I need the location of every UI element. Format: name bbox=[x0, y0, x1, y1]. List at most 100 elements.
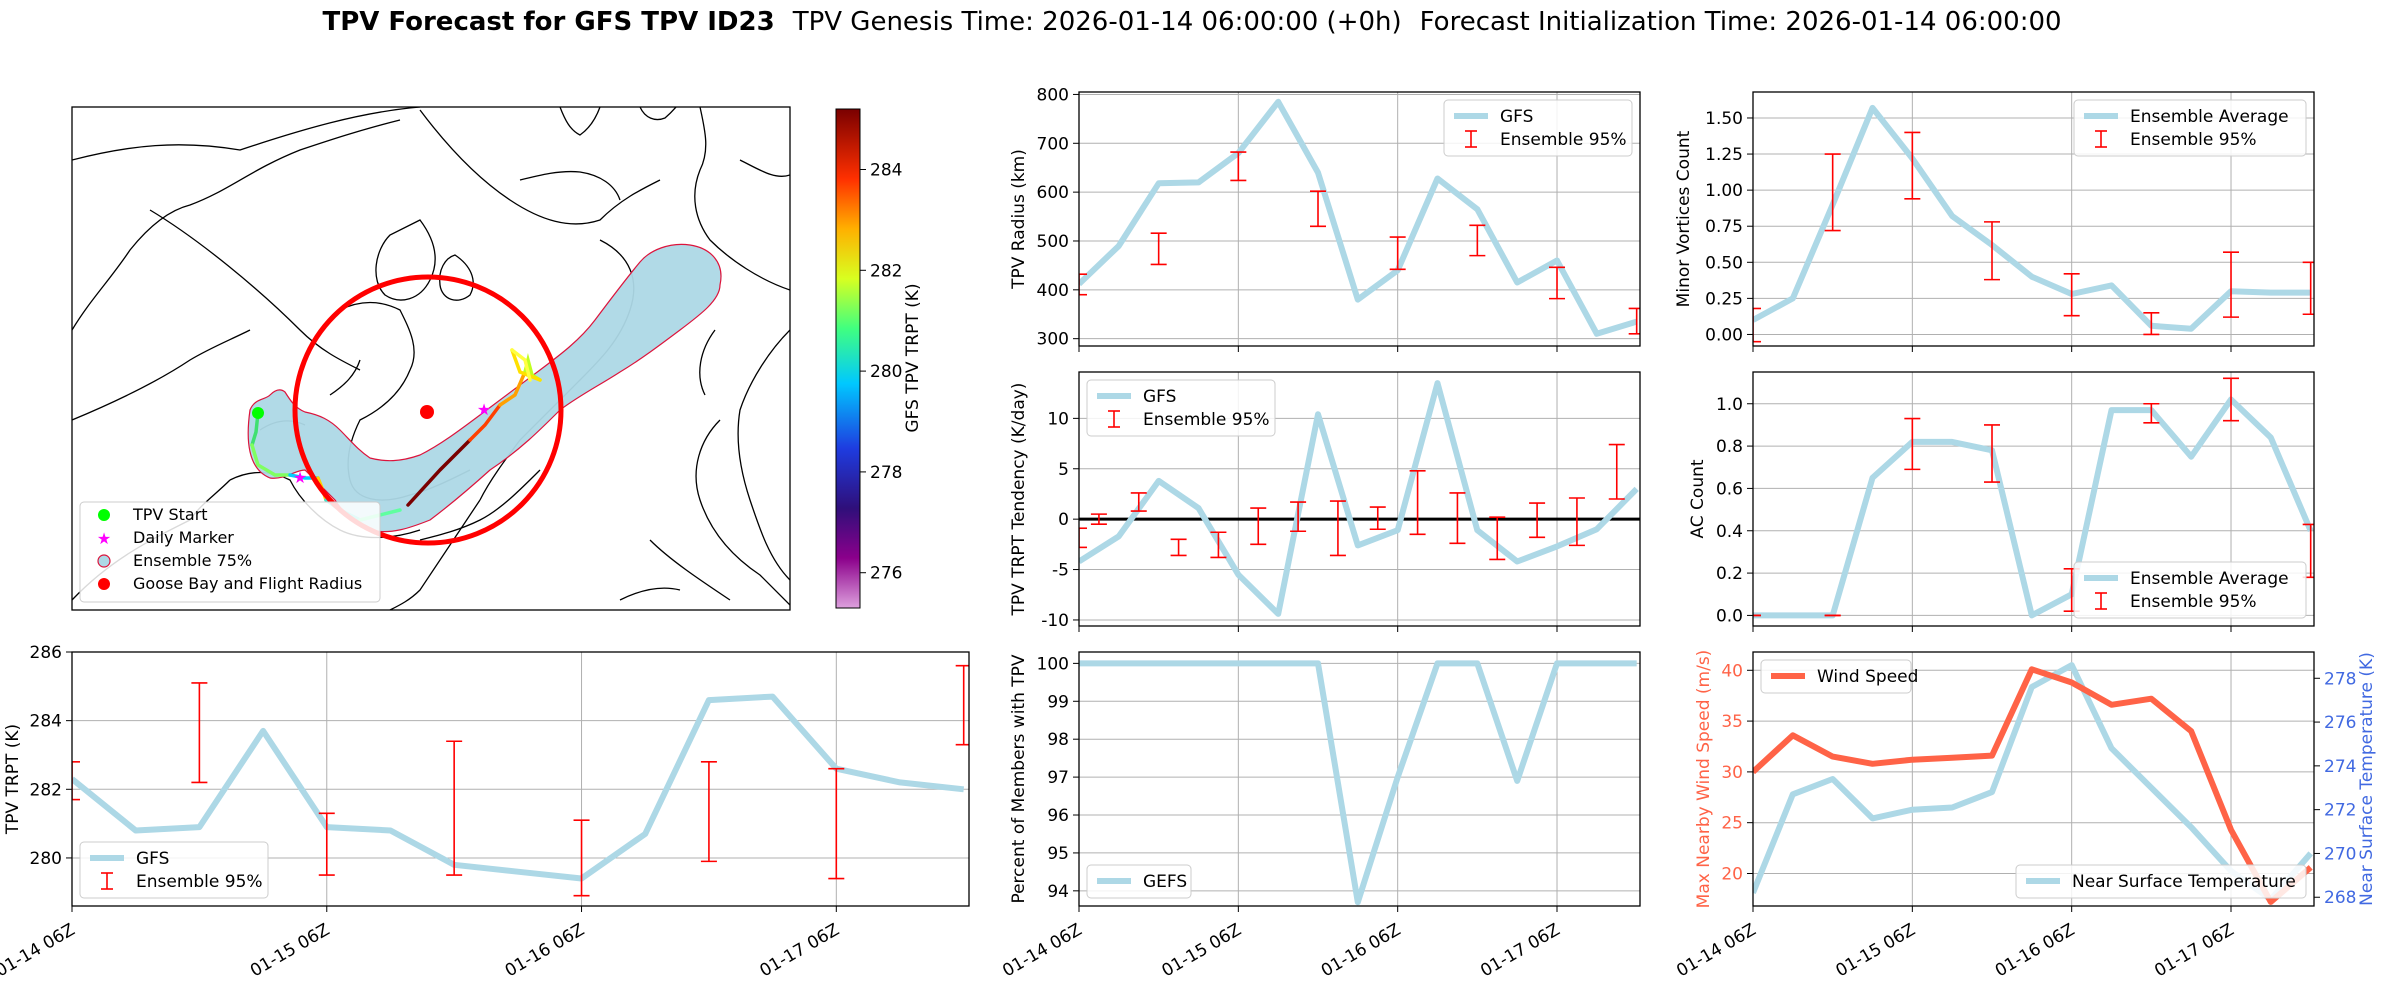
figure-title: TPV Forecast for GFS TPV ID23 TPV Genesis… bbox=[322, 7, 2061, 37]
ytick-label: 600 bbox=[1037, 183, 1069, 203]
errorbar bbox=[1310, 190, 1327, 228]
minor-ylabel: Minor Vortices Count bbox=[1674, 130, 1694, 307]
ytick-label: 0.0 bbox=[1716, 606, 1743, 626]
errorbar bbox=[1984, 424, 2001, 483]
ytick-label: -5 bbox=[1052, 561, 1069, 581]
ytick-label-right: 268 bbox=[2324, 888, 2356, 908]
errorbar bbox=[573, 819, 590, 897]
legend-label: Ensemble 95% bbox=[136, 872, 263, 892]
errorbar bbox=[1389, 236, 1406, 271]
colorbar-label: GFS TPV TRPT (K) bbox=[903, 283, 923, 432]
legend-goose-label: Goose Bay and Flight Radius bbox=[133, 574, 362, 593]
wind-plot-area bbox=[1753, 662, 2313, 905]
ytick-label: 400 bbox=[1037, 281, 1069, 301]
ytick-label: 1.25 bbox=[1705, 145, 1743, 165]
radius-panel: 300 400 500 600 700 800 TPV Radius (km) GFS Ense… bbox=[1009, 85, 1641, 352]
ac-xticks bbox=[1752, 626, 2232, 632]
map-panel: ★ ★ TPV Start ★ Daily Marker Ensemble 75… bbox=[71, 106, 923, 611]
ac-ylabel: AC Count bbox=[1688, 459, 1708, 538]
legend-label: Ensemble Average bbox=[2130, 569, 2289, 589]
ytick-label-right: 270 bbox=[2324, 844, 2356, 864]
legend-label: GFS bbox=[136, 849, 169, 869]
errorbar bbox=[828, 767, 845, 880]
ac-frame bbox=[1752, 371, 2315, 627]
legend-box bbox=[2015, 864, 2307, 899]
trpt-frame bbox=[71, 651, 970, 907]
ytick-label: 96 bbox=[1047, 806, 1069, 826]
errorbar bbox=[1984, 221, 2001, 281]
colorbar-tick-label: 282 bbox=[870, 261, 902, 281]
errorbar bbox=[1210, 531, 1227, 559]
ytick-label: 0.2 bbox=[1716, 564, 1743, 584]
ytick-label-right: 276 bbox=[2324, 713, 2356, 733]
title-init: Forecast Initialization Time: 2026-01-14… bbox=[1420, 7, 2062, 37]
ytick-label: 40 bbox=[1721, 661, 1743, 681]
ytick-label: 0.75 bbox=[1705, 217, 1743, 237]
errorbar bbox=[1628, 307, 1640, 335]
daily-marker-star: ★ bbox=[293, 468, 307, 487]
xtick-label: 01-14 06Z bbox=[999, 920, 1085, 981]
ac-count-panel: 0.0 0.2 0.4 0.6 0.8 1.0 AC Count Ensemble Avera… bbox=[1688, 371, 2315, 632]
legend-label: Ensemble 95% bbox=[1143, 410, 1270, 430]
minor-legend: Ensemble Average Ensemble 95% bbox=[2073, 99, 2307, 157]
errorbar bbox=[955, 664, 969, 746]
minor-ytick-labels: 0.00 0.25 0.50 0.75 1.00 1.25 1.50 bbox=[1705, 109, 1753, 345]
errorbar bbox=[1130, 492, 1147, 512]
ytick-label: 700 bbox=[1037, 134, 1069, 154]
ytick-label: 800 bbox=[1037, 85, 1069, 105]
trpt-ytick-labels: 280 282 284 286 bbox=[30, 643, 72, 869]
errorbar bbox=[1529, 502, 1546, 539]
trpt-plot-area bbox=[72, 664, 969, 897]
series-line-wind-speed bbox=[1753, 666, 2313, 905]
errorbar bbox=[1230, 151, 1247, 182]
errorbar bbox=[1079, 527, 1087, 549]
errorbar bbox=[1489, 516, 1506, 561]
percent-ytick-labels: 94 95 96 97 98 99 100 bbox=[1037, 654, 1079, 902]
ytick-label: 94 bbox=[1047, 882, 1069, 902]
trpt-xticks: 01-14 06Z 01-15 06Z 01-16 06Z 01-17 06Z bbox=[0, 906, 843, 981]
ytick-label: 97 bbox=[1047, 768, 1069, 788]
radius-ytick-labels: 300 400 500 600 700 800 bbox=[1037, 85, 1079, 350]
errorbar bbox=[1753, 307, 1761, 343]
percent-xticks: 01-14 06Z 01-15 06Z 01-16 06Z 01-17 06Z bbox=[999, 906, 1564, 981]
percent-ylabel: Percent of Members with TPV bbox=[1009, 654, 1029, 903]
errorbar bbox=[2143, 402, 2160, 424]
errorbar bbox=[2302, 261, 2314, 316]
tendency-panel: -10 -5 0 5 10 TPV TRPT Tendency (K/day) GFS Ens… bbox=[1009, 371, 1641, 632]
legend-box bbox=[1086, 379, 1276, 437]
wind-xticks: 01-14 06Z 01-15 06Z 01-16 06Z 01-17 06Z bbox=[1673, 906, 2238, 981]
ac-ytick-labels: 0.0 0.2 0.4 0.6 0.8 1.0 bbox=[1716, 395, 1753, 626]
errorbar bbox=[1290, 501, 1307, 533]
errorbar bbox=[1409, 469, 1426, 536]
colorbar bbox=[835, 108, 861, 609]
xtick-label: 01-15 06Z bbox=[1833, 920, 1919, 981]
errorbar bbox=[1170, 538, 1187, 557]
legend-daily-icon: ★ bbox=[97, 529, 111, 548]
map-frame bbox=[71, 106, 791, 611]
errorbar bbox=[1079, 273, 1087, 296]
ytick-label-right: 278 bbox=[2324, 669, 2356, 689]
ytick-label: 1.00 bbox=[1705, 181, 1743, 201]
xtick-label: 01-15 06Z bbox=[1159, 920, 1245, 981]
errorbar bbox=[1090, 513, 1107, 525]
errorbar bbox=[1824, 153, 1841, 232]
legend-label: GFS bbox=[1143, 387, 1176, 407]
wind-frame bbox=[1752, 651, 2315, 907]
legend-box bbox=[1443, 99, 1633, 157]
xtick-label: 01-14 06Z bbox=[0, 920, 79, 981]
minor-frame bbox=[1752, 91, 2315, 347]
ytick-label: 286 bbox=[30, 643, 62, 663]
ytick-label: 0 bbox=[1058, 510, 1069, 530]
colorbar-tick-label: 280 bbox=[870, 362, 902, 382]
ytick-label-right: 274 bbox=[2324, 757, 2356, 777]
legend-start-label: TPV Start bbox=[132, 505, 208, 524]
flight-radius-circle bbox=[292, 274, 564, 546]
series-line-gfs bbox=[1079, 380, 1639, 617]
xtick-label: 01-15 06Z bbox=[247, 920, 333, 981]
ac-plot-area bbox=[1753, 377, 2314, 619]
legend-start-icon bbox=[98, 509, 110, 521]
daily-marker-star-2: ★ bbox=[477, 400, 491, 419]
legend-label: Ensemble 95% bbox=[2130, 130, 2257, 150]
legend-label: Ensemble 95% bbox=[2130, 592, 2257, 612]
legend-box bbox=[2073, 561, 2307, 619]
